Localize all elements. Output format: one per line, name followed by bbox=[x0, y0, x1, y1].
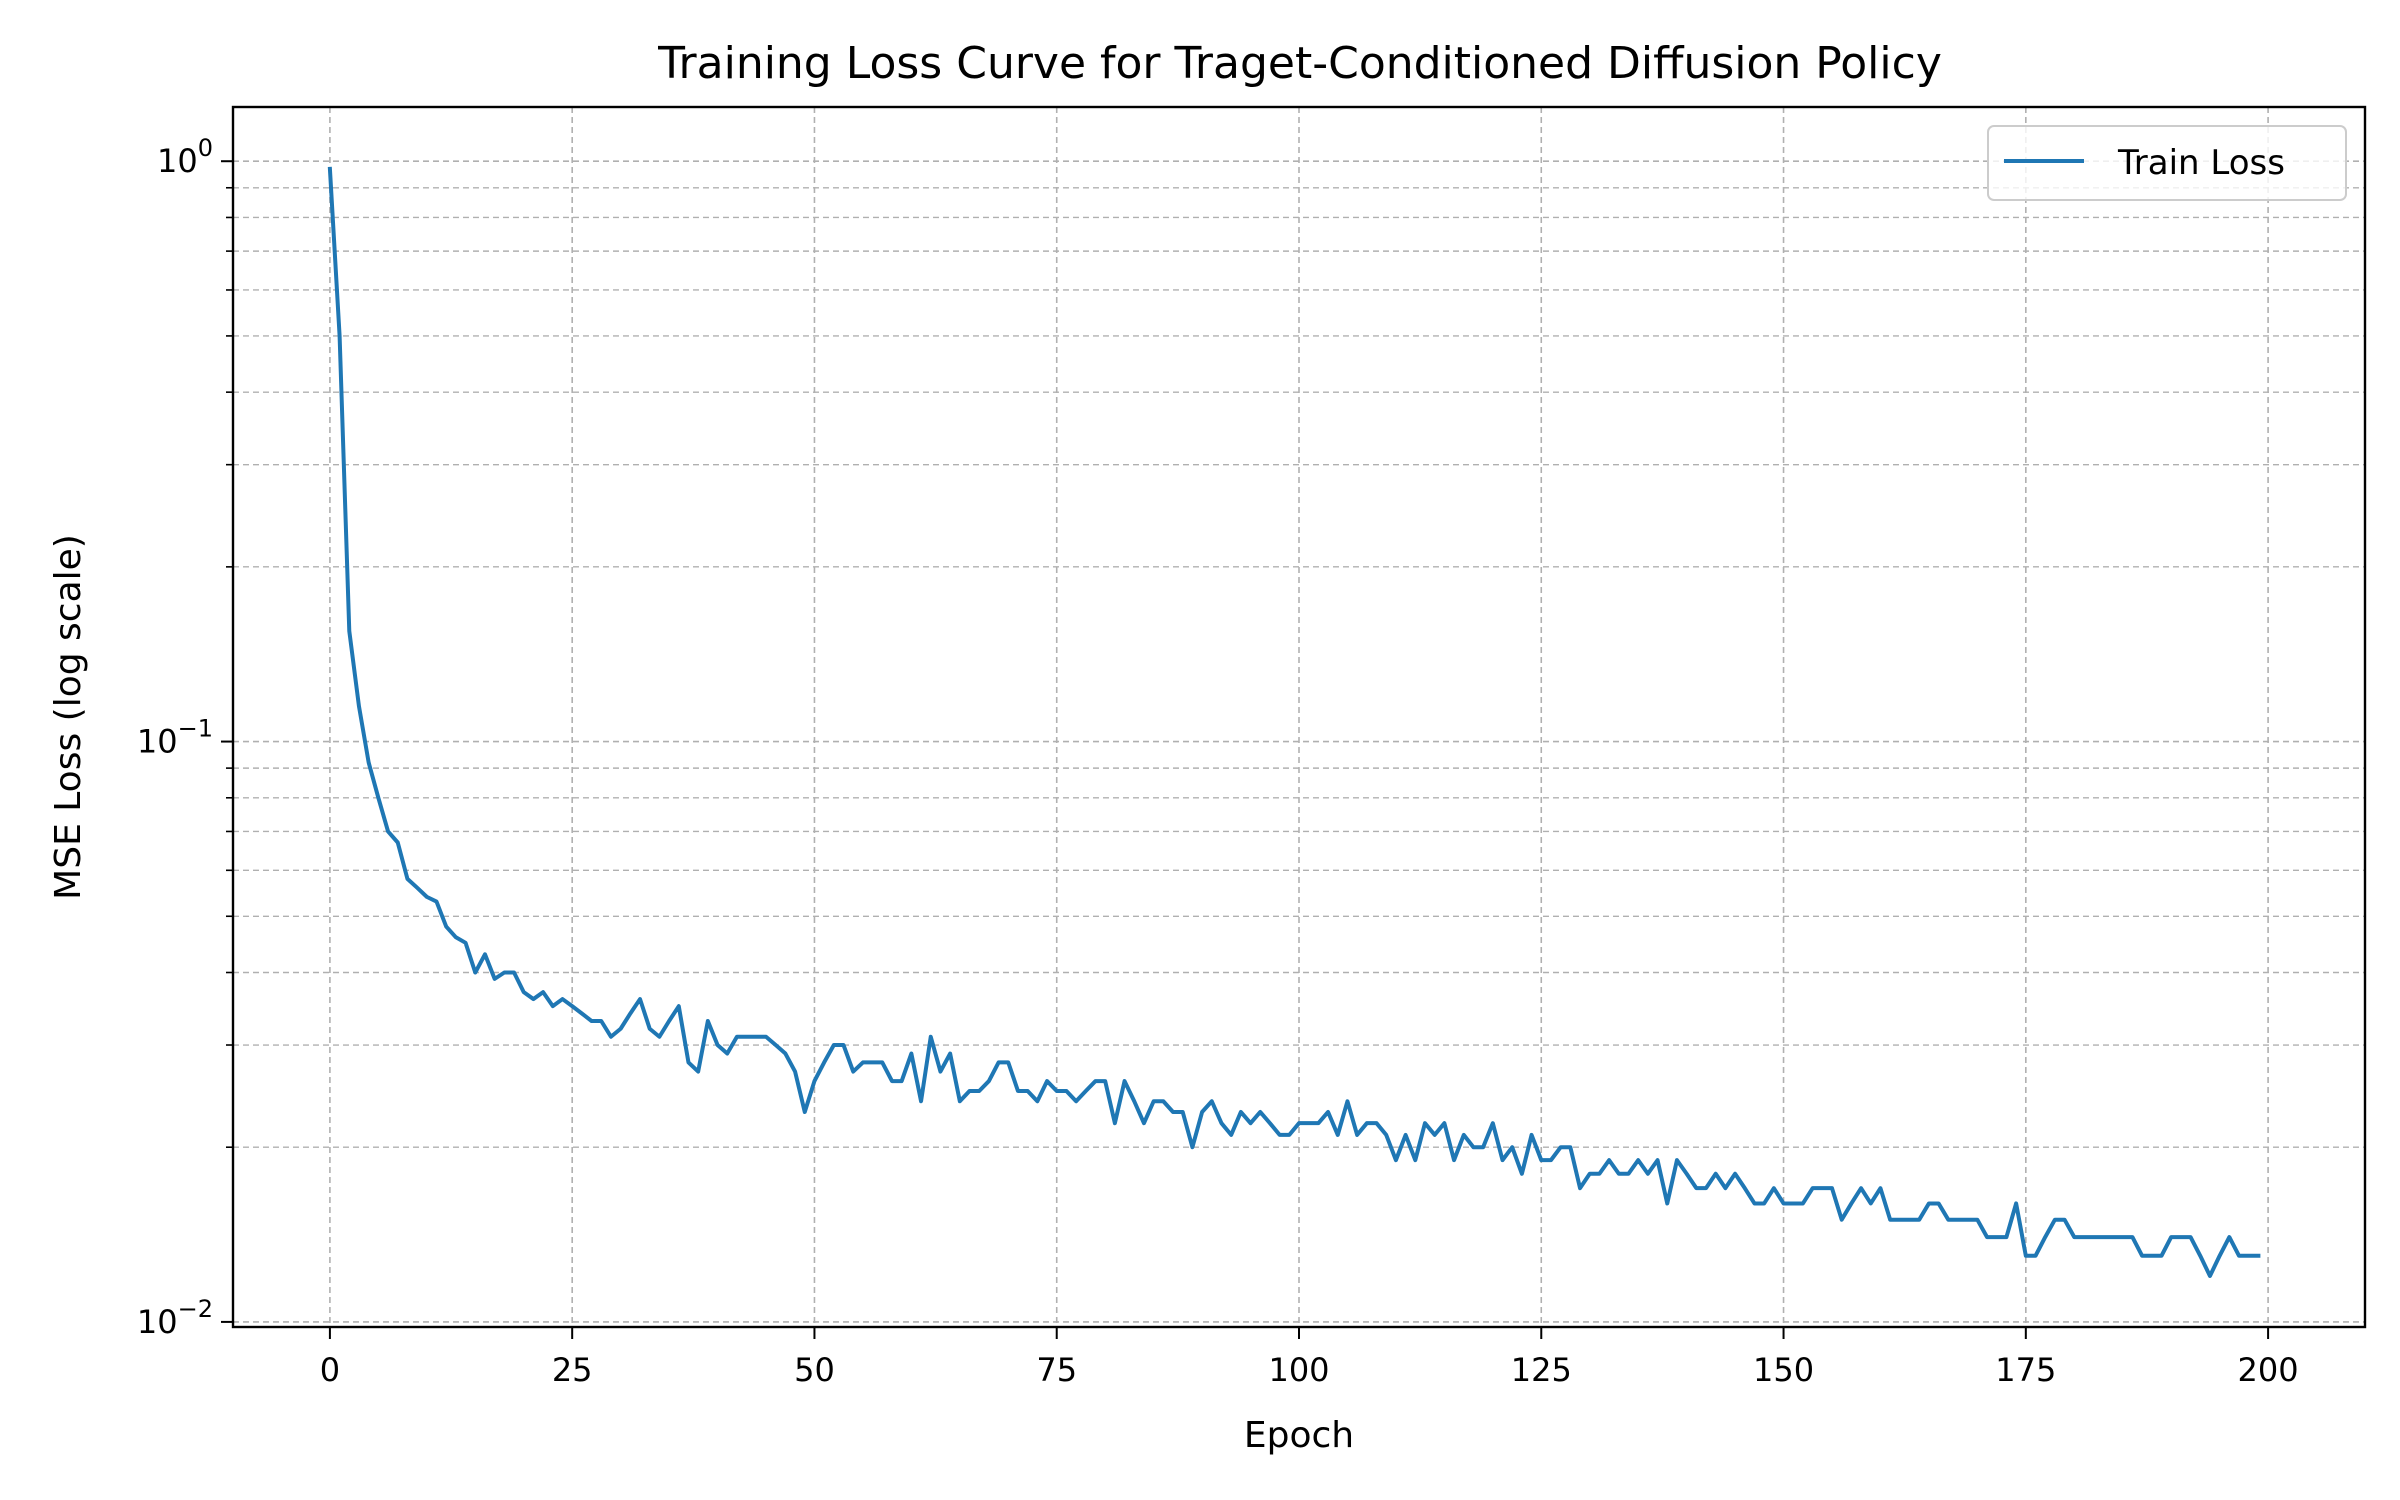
series-layer bbox=[327, 166, 2261, 1278]
legend: Train Loss bbox=[1987, 125, 2347, 201]
x-axis-label: Epoch bbox=[1244, 1415, 1354, 1456]
y-tick-label: 10−2 bbox=[137, 1295, 213, 1341]
x-tick-label: 100 bbox=[1268, 1351, 1329, 1389]
x-tick-label: 0 bbox=[320, 1351, 340, 1389]
y-tick-label: 10−1 bbox=[137, 715, 213, 761]
y-axis-label: MSE Loss (log scale) bbox=[48, 534, 89, 900]
legend-label-train-loss: Train Loss bbox=[2117, 143, 2285, 183]
grid bbox=[233, 107, 2365, 1327]
y-axis: 100 10−1 10−2 bbox=[137, 134, 233, 1341]
x-tick-label: 50 bbox=[794, 1351, 835, 1389]
series-line-train-loss bbox=[327, 166, 2261, 1278]
x-axis: 0 25 50 75 100 125 150 175 200 bbox=[320, 1327, 2299, 1389]
x-tick-label: 175 bbox=[1995, 1351, 2056, 1389]
x-tick-label: 75 bbox=[1036, 1351, 1077, 1389]
x-tick-label: 150 bbox=[1753, 1351, 1814, 1389]
x-tick-label: 200 bbox=[2238, 1351, 2299, 1389]
y-tick-label: 100 bbox=[157, 134, 213, 180]
legend-box bbox=[1987, 125, 2347, 201]
x-tick-label: 125 bbox=[1511, 1351, 1572, 1389]
x-tick-label: 25 bbox=[552, 1351, 593, 1389]
chart-title: Training Loss Curve for Traget-Condition… bbox=[657, 38, 1942, 89]
